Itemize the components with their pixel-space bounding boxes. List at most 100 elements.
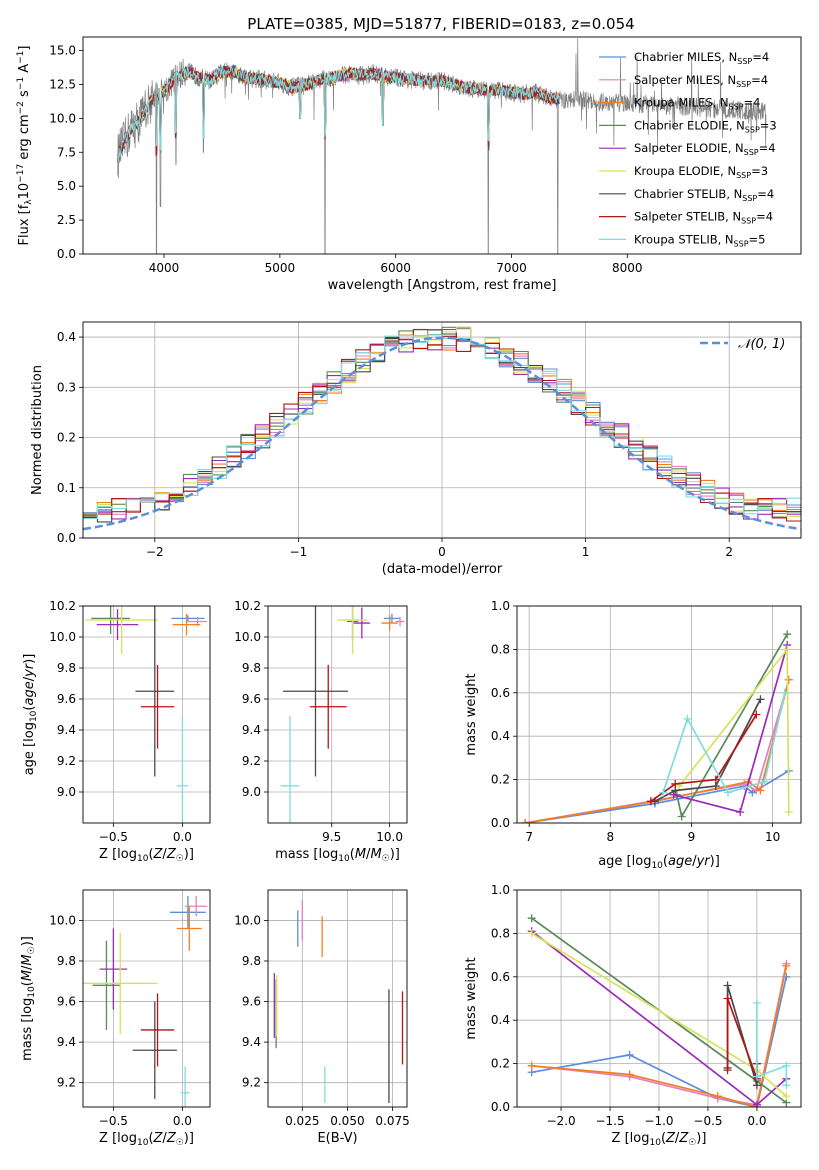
legend-label: Chabrier MILES, NSSP=4 [634, 50, 769, 66]
series-marker [711, 775, 720, 784]
x-tick-label: 0.050 [330, 1114, 364, 1128]
residuals-grid [83, 322, 801, 539]
spectrum-panel: 4000 5000 6000 7000 8000 0.0 2.5 5.0 7.5 10.0 12.5… [16, 36, 802, 293]
y-tick-label: 9.2 [242, 754, 261, 768]
y-tick-label: 10.0 [234, 630, 261, 644]
y-tick-label: 9.0 [57, 785, 76, 799]
y-tick-label: 0.0 [491, 1100, 510, 1114]
mass_vs_Z-grid [83, 890, 210, 1107]
x-tick-label: −1.5 [595, 1114, 624, 1128]
series-marker [736, 808, 745, 817]
x-tick-label: 9.5 [322, 830, 341, 844]
x-tick-label: 0.0 [173, 830, 192, 844]
y-tick-label: 0.8 [491, 926, 510, 940]
x-tick-label: −1.0 [644, 1114, 673, 1128]
mass_vs_ebv-xlabel: E(B-V) [317, 1131, 357, 1146]
y-tick-label: 9.6 [57, 692, 76, 706]
age_vs_Z-frame [82, 605, 211, 824]
y-tick-label: 0.6 [491, 970, 510, 984]
y-tick-label: 0.2 [491, 773, 510, 787]
mass_weight_vs_age-panel: 7 8 9 10 0.0 0.2 0.4 0.6 0.8 1.0 mass weight age [l… [464, 599, 802, 871]
errorbar-chabrier-miles [383, 613, 401, 624]
mass_weight_vs_age-xlabel: age [log10(age/yr)] [598, 854, 720, 871]
series-marker [677, 812, 686, 821]
series-salpeter-miles [521, 675, 793, 823]
errorbar-kroupa-stelib [181, 1066, 190, 1107]
x-tick-label: 7 [525, 830, 533, 844]
series-marker [527, 1061, 536, 1070]
x-tick-label: 2 [725, 545, 733, 559]
legend-label: Kroupa STELIB, NSSP=5 [634, 232, 765, 248]
mass_vs_ebv-frame [267, 889, 408, 1108]
series-marker [723, 994, 732, 1003]
series-marker [752, 1072, 761, 1081]
x-tick-label: 5000 [265, 261, 296, 275]
model-spectrum-salpeter-stelib [117, 65, 561, 163]
y-tick-label: 10.0 [49, 111, 76, 125]
age_vs_Z-xlabel: Z [log10(Z/Z☉)] [99, 847, 194, 864]
mass_vs_Z-ylabel: mass [log10(M/M☉)] [20, 936, 37, 1061]
y-tick-label: 9.8 [242, 954, 261, 968]
legend-label: Salpeter MILES, NSSP=4 [634, 73, 768, 89]
age_vs_mass-xlabel: mass [log10(M/M☉)] [275, 847, 400, 864]
residuals-xlabel: (data-model)/error [382, 562, 503, 577]
y-tick-label: 9.4 [57, 723, 76, 737]
mass_vs_Z-xlabel: Z [log10(Z/Z☉)] [99, 1131, 194, 1148]
errorbar-kroupa-miles [172, 613, 201, 636]
x-tick-label: 10.0 [376, 830, 403, 844]
y-tick-label: 15.0 [49, 44, 76, 58]
y-tick-label: 1.0 [491, 599, 510, 613]
y-tick-label: 9.4 [57, 1035, 76, 1049]
y-tick-label: 10.2 [234, 599, 261, 613]
age_vs_Z-panel: −0.5 0.0 9.0 9.2 9.4 9.6 9.8 10.0 10.2 Z [log10(Z… [22, 599, 211, 864]
y-tick-label: 9.4 [242, 723, 261, 737]
y-tick-label: 0.4 [491, 1013, 510, 1027]
residuals-ylabel: Normed distribution [30, 365, 45, 495]
histogram-salpeter-stelib [83, 335, 801, 522]
series-marker [783, 630, 792, 639]
series-marker [782, 961, 791, 970]
errorbar-kroupa-stelib [176, 716, 188, 823]
errorbar-salpeter-stelib [140, 664, 175, 749]
series-marker [760, 777, 769, 786]
y-tick-label: 10.0 [49, 630, 76, 644]
series-marker [625, 1070, 634, 1079]
series-marker [527, 914, 536, 923]
x-tick-label: −0.5 [99, 830, 128, 844]
y-tick-label: 0.8 [491, 642, 510, 656]
age_vs_Z-ylabel: age [log10(age/yr)] [22, 654, 39, 776]
y-tick-label: 10.0 [234, 913, 261, 927]
series-marker [752, 998, 761, 1007]
errorbar-chabrier-miles [171, 615, 205, 622]
series-marker [723, 1063, 732, 1072]
series-marker [671, 779, 680, 788]
age_vs_mass-grid [268, 605, 407, 823]
x-tick-label: −1 [290, 545, 308, 559]
y-tick-label: 9.8 [57, 661, 76, 675]
series-marker [782, 1061, 791, 1070]
mass_weight_vs_Z-frame [516, 889, 802, 1108]
series-marker [646, 797, 655, 806]
series-marker [783, 645, 792, 654]
y-tick-label: 9.6 [57, 995, 76, 1009]
gaussian-curve [83, 336, 801, 531]
series-marker [752, 710, 761, 719]
series-marker [752, 1100, 761, 1107]
series-marker [659, 788, 668, 797]
series-marker [784, 808, 793, 817]
y-tick-label: 7.5 [57, 145, 76, 159]
x-tick-label: 6000 [380, 261, 411, 275]
y-tick-label: 0.0 [57, 247, 76, 261]
series-marker [748, 788, 757, 797]
x-tick-label: −2.0 [546, 1114, 575, 1128]
y-tick-label: 12.5 [49, 77, 76, 91]
y-tick-label: 9.8 [242, 661, 261, 675]
errorbar-salpeter-stelib [309, 664, 347, 749]
errorbar-chabrier-elodie [92, 940, 121, 1030]
y-tick-label: 0.2 [491, 1057, 510, 1071]
x-tick-label: 7000 [496, 261, 527, 275]
age_vs_mass-panel: 9.5 10.0 9.0 9.2 9.4 9.6 9.8 10.0 10.2 mass [log1… [234, 599, 408, 864]
mass_weight_vs_age-ylabel: mass weight [464, 673, 479, 755]
series-kroupa-miles [521, 675, 793, 823]
y-tick-label: 9.2 [242, 1076, 261, 1090]
